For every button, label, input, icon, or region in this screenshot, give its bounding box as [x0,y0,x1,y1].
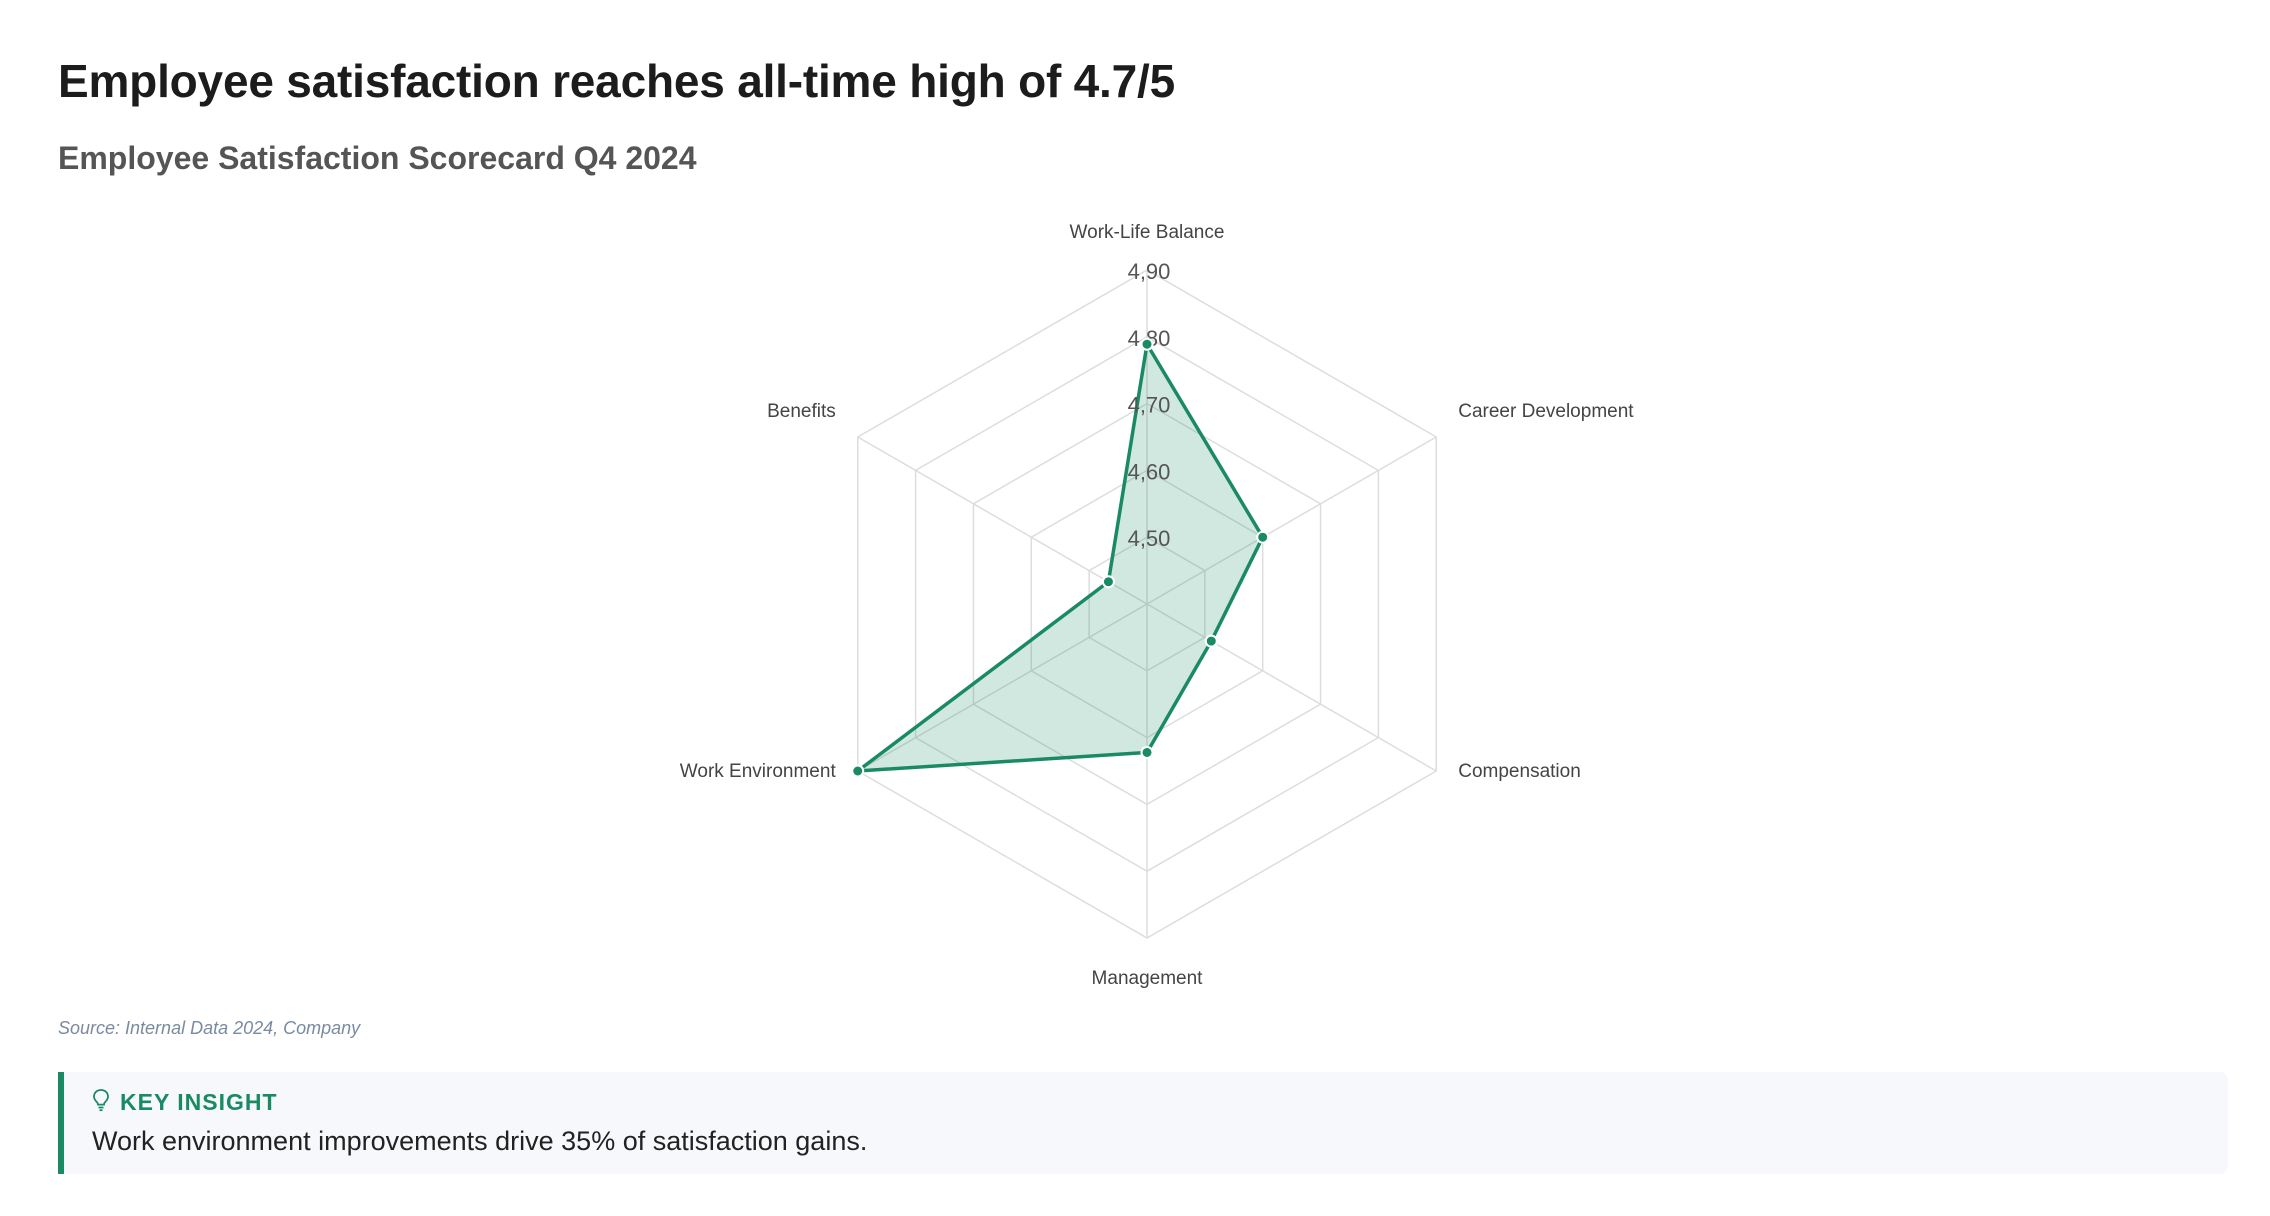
grid-spoke [857,603,1148,772]
data-point [851,764,865,778]
data-point [1140,745,1154,759]
key-insight-header: KEY INSIGHT [92,1088,278,1117]
data-point [1256,530,1270,544]
tick-label: 4,90 [1128,259,1171,284]
axis-label: Work-Life Balance [1070,222,1225,243]
axis-label: Work Environment [680,761,837,782]
data-point [1204,634,1218,648]
source-note: Source: Internal Data 2024, Company [58,1018,361,1038]
axis-label: Compensation [1458,761,1581,782]
page-title: Employee satisfaction reaches all-time h… [58,55,1175,107]
grid-spoke [1146,436,1437,605]
grid-spoke [857,436,1148,605]
key-insight-box: KEY INSIGHT Work environment improvement… [58,1072,2228,1174]
lightbulb-icon [92,1088,110,1117]
key-insight-label: KEY INSIGHT [120,1089,278,1115]
chart-subtitle: Employee Satisfaction Scorecard Q4 2024 [58,140,697,176]
axis-label: Management [1092,968,1204,989]
tick-label: 4,60 [1128,459,1171,484]
tick-label: 4,70 [1128,393,1171,418]
tick-label: 4,50 [1128,526,1171,551]
axis-label: Career Development [1458,401,1634,422]
axis-label: Benefits [767,401,836,422]
key-insight-text: Work environment improvements drive 35% … [92,1126,868,1156]
grid-spoke [1146,603,1437,772]
series-area [855,342,1265,773]
data-point [1101,575,1115,589]
data-point [1140,337,1154,351]
